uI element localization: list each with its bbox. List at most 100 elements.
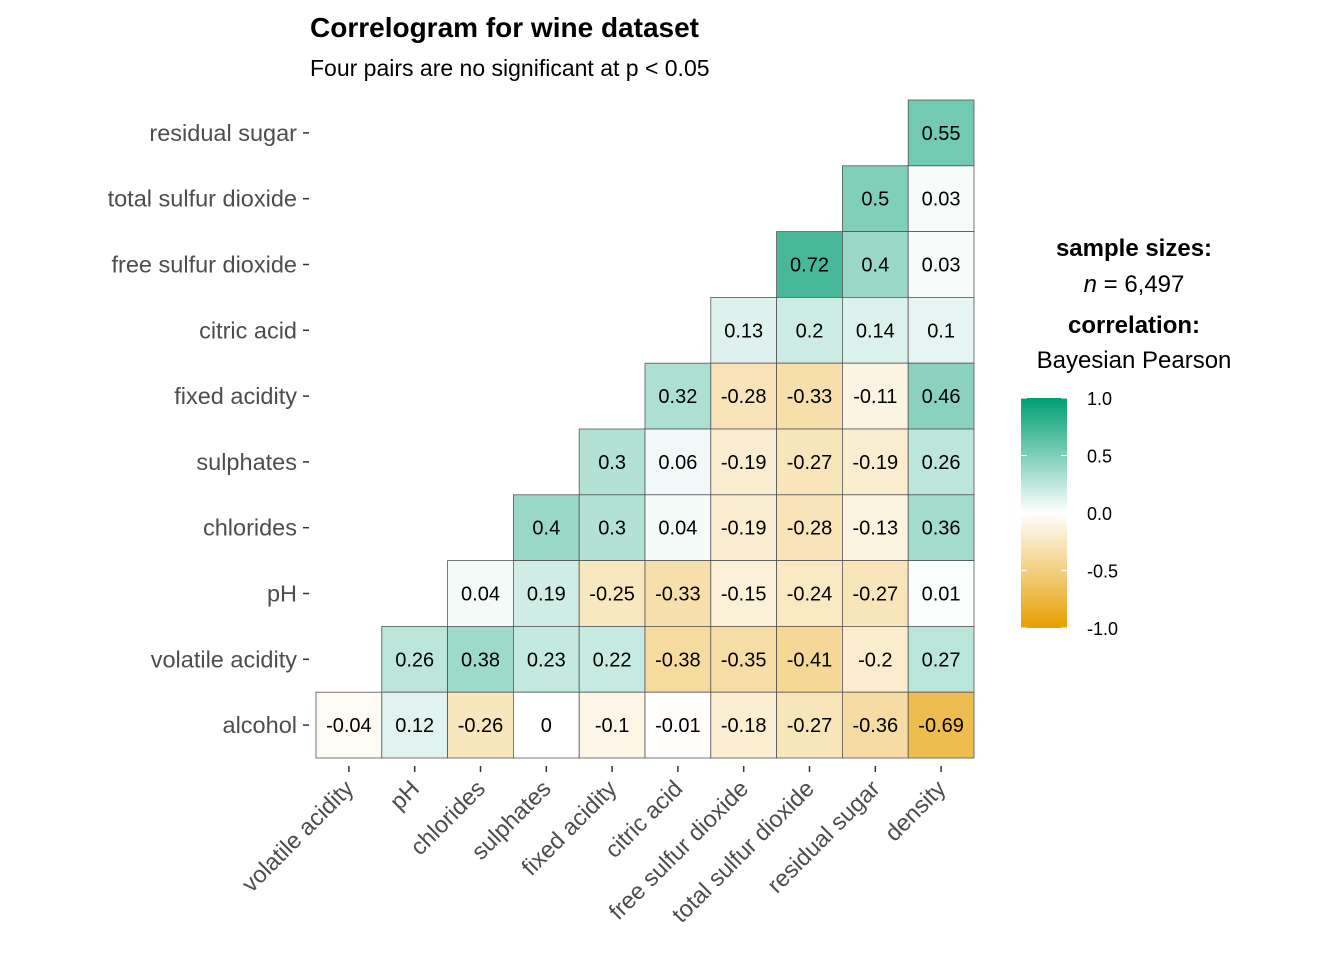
heatmap-cell [776, 428, 843, 496]
cell-value-label: -0.38 [655, 649, 701, 671]
heatmap-cell [447, 626, 514, 693]
heatmap-cell [578, 494, 646, 561]
heatmap-cell [842, 362, 909, 430]
cell-value-label: -0.69 [918, 715, 964, 737]
heatmap-cell [710, 362, 777, 430]
cell-value-label: 0.3 [598, 518, 626, 540]
cell-value-label: -0.11 [853, 386, 897, 408]
cell-value-label: 0 [541, 715, 552, 737]
heatmap-cell [513, 626, 580, 693]
cell-value-label: -0.13 [853, 518, 899, 540]
cell-value-label: 0.55 [922, 123, 961, 145]
heatmap-cell [907, 560, 975, 627]
cell-value-label: -0.19 [721, 452, 767, 474]
heatmap-cell [447, 560, 514, 627]
cell-value-label: -0.19 [721, 518, 767, 540]
heatmap-cell [776, 691, 843, 759]
legend-tick-label: -0.5 [1087, 562, 1118, 582]
cell-value-label: 0.03 [922, 255, 961, 277]
cell-value-label: -0.18 [721, 715, 767, 737]
cell-value-label: 0.4 [861, 255, 889, 277]
cell-value-label: 0.23 [527, 649, 566, 671]
y-tick-label: alcohol [223, 712, 297, 738]
heatmap-cell [907, 296, 975, 364]
cell-value-label: 0.27 [922, 649, 961, 671]
heatmap-cell [907, 99, 975, 167]
cell-value-label: 0.36 [922, 518, 961, 540]
cell-value-label: 0.38 [461, 649, 500, 671]
legend-tick-label: 1.0 [1087, 389, 1112, 409]
cell-value-label: -0.36 [853, 715, 899, 737]
legend-tick-label: 0.0 [1087, 504, 1112, 524]
cell-value-label: 0.19 [527, 584, 566, 606]
cell-value-label: -0.27 [787, 452, 833, 474]
cell-value-label: 0.2 [796, 320, 824, 342]
heatmap-cell [578, 560, 646, 627]
cell-value-label: 0.22 [593, 649, 632, 671]
cell-value-label: -0.33 [787, 386, 833, 408]
heatmap-cell [578, 626, 646, 693]
cell-value-label: 0.13 [724, 320, 763, 342]
heatmap-cell [842, 691, 909, 759]
cell-value-label: -0.35 [721, 649, 767, 671]
heatmap-cell [513, 691, 580, 759]
legend-ticks: 1.0 0.5 0.0 -0.5 -1.0 [1021, 389, 1118, 639]
y-tick-label: sulphates [196, 449, 297, 475]
cell-value-label: -0.27 [853, 584, 899, 606]
heatmap-cell [842, 428, 909, 496]
cell-value-label: -0.28 [721, 386, 767, 408]
y-tick-label: citric acid [199, 317, 297, 343]
heatmap-cell [907, 691, 975, 759]
legend: sample sizes: n = 6,497 correlation: Bay… [1021, 235, 1231, 639]
heatmap-cell [710, 494, 777, 561]
cell-value-label: -0.28 [787, 518, 833, 540]
chart-subtitle: Four pairs are no significant at p < 0.0… [310, 55, 710, 81]
n-symbol: n [1084, 271, 1097, 298]
x-tick-label: residual sugar [762, 775, 885, 898]
heatmap-cell [513, 494, 580, 561]
legend-tick-label: -1.0 [1087, 619, 1118, 639]
cell-value-label: 0.04 [658, 518, 697, 540]
cell-value-label: 0.01 [922, 584, 961, 606]
y-tick-label: total sulfur dioxide [108, 186, 297, 212]
cell-value-label: 0.1 [927, 320, 955, 342]
heatmap-cell [907, 231, 975, 298]
cell-value-label: 0.14 [856, 320, 895, 342]
y-tick-label: fixed acidity [174, 383, 297, 409]
heatmap-cell [842, 494, 909, 561]
y-tick-label: chlorides [203, 515, 297, 541]
x-axis: volatile acidity pHchloridessulphatesfixe… [237, 766, 951, 927]
cell-value-label: 0.12 [395, 715, 434, 737]
heatmap-cell [315, 691, 383, 759]
cell-value-label: 0.26 [922, 452, 961, 474]
heatmap-cell [776, 626, 843, 693]
cell-value-label: -0.01 [655, 715, 701, 737]
cell-value-label: -0.24 [787, 584, 833, 606]
y-axis: residual sugar total sulfur dioxide free s… [108, 120, 309, 738]
cell-value-label: -0.1 [595, 715, 629, 737]
n-value: = 6,497 [1097, 271, 1184, 298]
cell-value-label: -0.19 [853, 452, 899, 474]
legend-colorbar [1021, 398, 1067, 628]
heatmap-cell [907, 494, 975, 561]
cell-value-label: 0.3 [598, 452, 626, 474]
y-tick-label: free sulfur dioxide [112, 252, 298, 278]
chart-title: Correlogram for wine dataset [310, 12, 699, 43]
legend-sample-size: n = 6,497 [1084, 271, 1185, 298]
cell-value-label: -0.04 [326, 715, 372, 737]
x-tick-label: volatile acidity [237, 775, 359, 897]
heatmap-cell [381, 626, 448, 693]
heatmap-cell [578, 691, 646, 759]
legend-sample-title: sample sizes: [1056, 235, 1212, 262]
x-tick-label: pH [385, 775, 425, 815]
heatmap-cell [842, 231, 909, 298]
cell-value-label: 0.06 [658, 452, 697, 474]
cell-value-label: -0.27 [787, 715, 833, 737]
y-tick-label: pH [267, 581, 297, 607]
x-tick-label: density [880, 775, 951, 846]
cell-value-label: 0.03 [922, 189, 961, 211]
cell-value-label: -0.41 [787, 649, 833, 671]
legend-corr-title: correlation: [1068, 312, 1200, 339]
heatmap-cell [907, 362, 975, 430]
